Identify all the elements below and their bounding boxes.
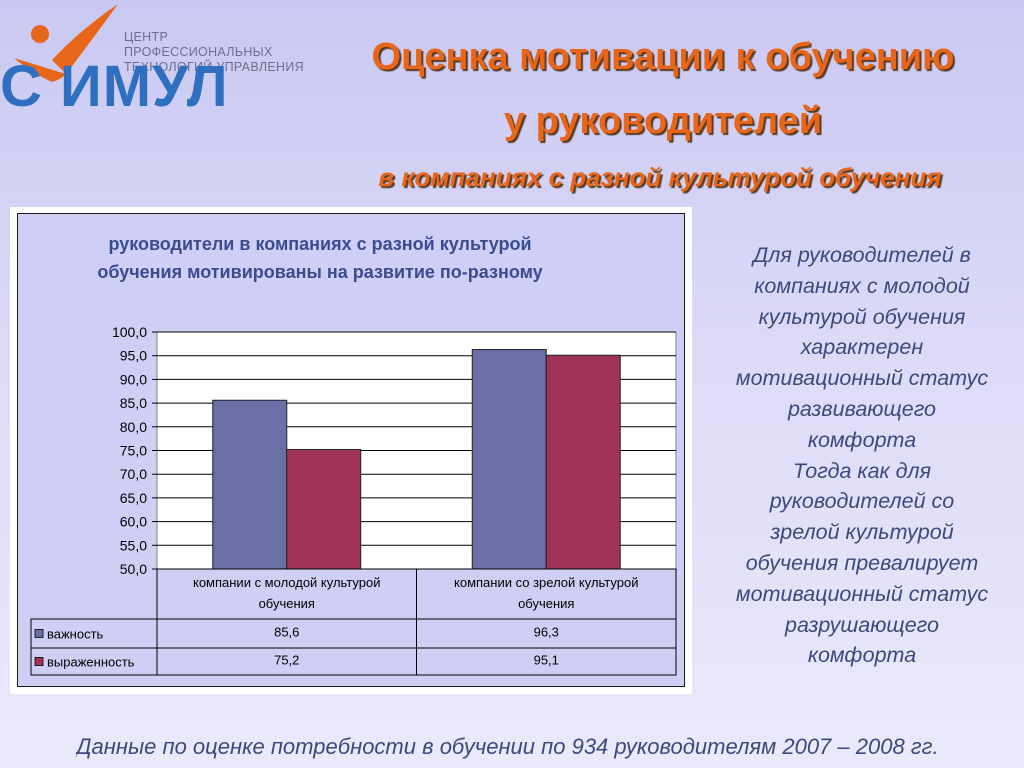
- commentary-line: зрелой культурой: [770, 520, 954, 545]
- y-tick-label: 100,0: [112, 324, 147, 340]
- commentary-line: компаниях с молодой: [754, 273, 970, 298]
- y-tick-label: 70,0: [120, 466, 147, 482]
- data-value-label: 96,3: [534, 625, 559, 640]
- data-value-label: 85,6: [274, 625, 299, 640]
- bar-importance: [212, 399, 288, 570]
- legend-key: [34, 657, 44, 666]
- commentary-line: разрушающего: [785, 612, 939, 637]
- commentary-line: обучения превалирует: [745, 550, 979, 575]
- commentary-line: развивающего: [787, 396, 937, 421]
- commentary-line: культурой обучения: [758, 304, 966, 329]
- commentary-text: Для руководителей в компаниях с молодой ку…: [706, 240, 1018, 671]
- y-tick-label: 75,0: [120, 443, 147, 459]
- legend-label: выраженность: [47, 655, 135, 670]
- page-subtitle: в компаниях с разной культурой обучения: [378, 162, 942, 192]
- data-table: [30, 618, 677, 676]
- y-tick-label: 80,0: [120, 419, 147, 435]
- logo: ЦЕНТР ПРОФЕССИОНАЛЬНЫХ ТЕХНОЛОГИЙ УПРАВЛ…: [0, 0, 320, 130]
- x-category-label: обучения: [259, 596, 315, 611]
- commentary-line: мотивационный статус: [735, 366, 989, 391]
- legend-key: [34, 629, 44, 638]
- chart-title: руководители в компаниях с разной культу…: [40, 230, 600, 286]
- bar-importance: [471, 349, 547, 570]
- runner-figure-icon: [14, 4, 118, 82]
- y-tick-label: 90,0: [120, 371, 147, 387]
- chart-title-line1: руководители в компаниях с разной культу…: [108, 234, 532, 254]
- logo-tagline-line1: ЦЕНТР ПРОФЕССИОНАЛЬНЫХ: [124, 30, 273, 59]
- x-category-label: компании с молодой культурой: [193, 575, 381, 590]
- y-tick-label: 50,0: [120, 561, 147, 577]
- y-tick-label: 55,0: [120, 537, 147, 553]
- page-title-line1: Оценка мотивации к обучению: [371, 36, 955, 78]
- y-tick-label: 65,0: [120, 490, 147, 506]
- data-value-label: 75,2: [274, 653, 299, 668]
- x-category-label: компании со зрелой культурой: [454, 575, 638, 590]
- commentary-line: Для руководителей в: [753, 243, 971, 267]
- commentary-line: комфорта: [807, 427, 917, 452]
- y-tick-label: 60,0: [120, 514, 147, 530]
- commentary-line: комфорта: [807, 643, 917, 668]
- footer-note: Данные по оценке потребности в обучении …: [76, 734, 939, 759]
- bar-expression: [286, 449, 362, 570]
- logo-tagline: ЦЕНТР ПРОФЕССИОНАЛЬНЫХ ТЕХНОЛОГИЙ УПРАВЛ…: [124, 30, 320, 75]
- page-title-line2: у руководителей: [503, 100, 823, 142]
- chart-title-line2: обучения мотивированы на развитие по-раз…: [97, 262, 543, 282]
- x-category-label: обучения: [518, 596, 574, 611]
- legend-label: важность: [47, 627, 104, 642]
- commentary-line: руководителей со: [769, 489, 955, 514]
- commentary-line: Тогда как для: [792, 458, 932, 483]
- commentary-line: характерен: [800, 335, 924, 360]
- data-value-label: 95,1: [534, 653, 559, 668]
- bar-expression: [545, 354, 621, 570]
- y-tick-label: 85,0: [120, 395, 147, 411]
- logo-tagline-line2: ТЕХНОЛОГИЙ УПРАВЛЕНИЯ: [124, 60, 304, 74]
- logo-name: С ИМУЛ: [0, 54, 229, 119]
- commentary-line: мотивационный статус: [735, 581, 989, 606]
- y-tick-label: 95,0: [120, 348, 147, 364]
